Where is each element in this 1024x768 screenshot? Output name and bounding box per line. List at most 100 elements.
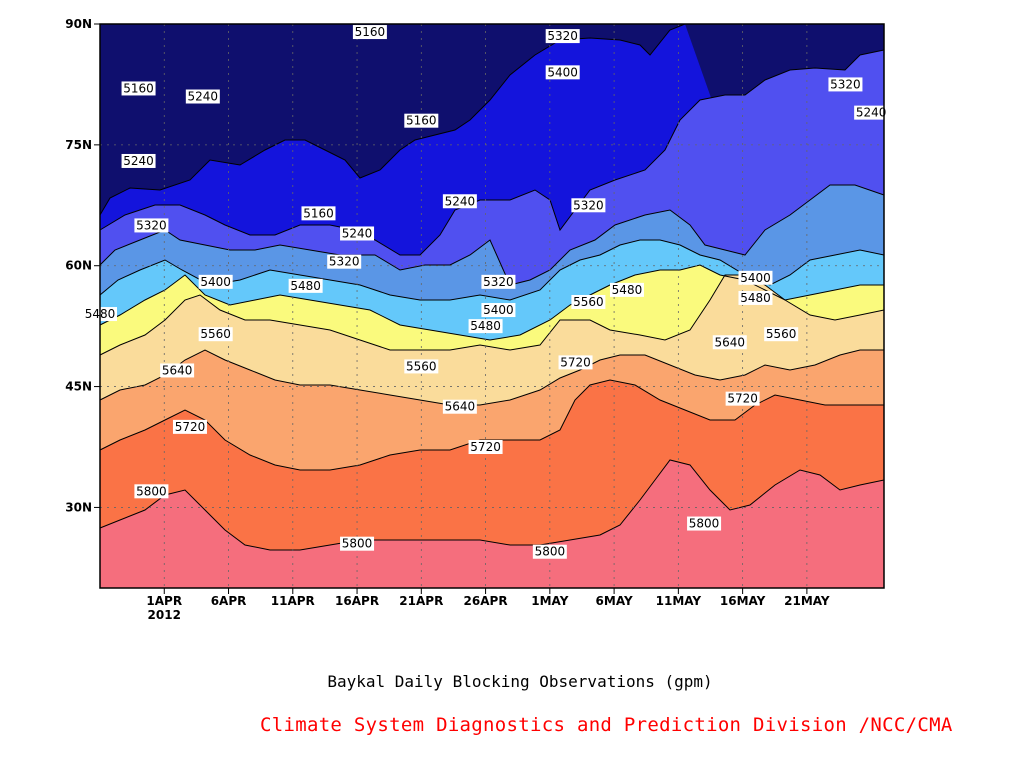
contour-label: 5400: [547, 65, 578, 79]
contour-label-bg: [340, 536, 375, 551]
y-tick-label: 45N: [65, 380, 92, 394]
contour-label: 5240: [342, 226, 373, 240]
contour-labels: 5160 5240 5160 5160 5320 5400 5320 5240 5240 5160…: [83, 25, 889, 559]
contour-label-bg: [198, 327, 233, 342]
contour-label: 5800: [342, 537, 373, 551]
contour-line: [99, 459, 885, 551]
contour-label-bg: [327, 254, 362, 269]
x-year-label: 2012: [148, 608, 181, 622]
contour-label-bg: [121, 153, 156, 168]
contour-label: 5400: [200, 275, 231, 289]
contour-label: 5400: [740, 271, 771, 285]
contour-label-bg: [609, 282, 644, 297]
contour-label-bg: [404, 113, 439, 128]
contour-label-bg: [764, 327, 799, 342]
contour-label-bg: [571, 198, 606, 213]
contour-label-bg: [468, 440, 503, 454]
contour-label: 5720: [560, 355, 591, 369]
contour-label: 5640: [162, 363, 193, 377]
contour-label-bg: [481, 303, 516, 318]
contour-label-bg: [545, 29, 580, 44]
contour-label: 5480: [740, 291, 771, 305]
contour-label: 5640: [445, 400, 476, 414]
contour-label: 5320: [329, 255, 360, 269]
contour-fills: [100, 24, 884, 588]
x-tick-label: 6MAY: [596, 594, 633, 608]
contour-label: 5560: [573, 295, 604, 309]
contour-label: 5160: [406, 114, 437, 128]
contour-label-bg: [558, 355, 593, 370]
contour-label: 5480: [612, 283, 643, 297]
contour-line: [99, 23, 686, 216]
contour-label-bg: [442, 399, 477, 414]
contour-label: 5240: [445, 194, 476, 208]
contour-label-bg: [288, 278, 323, 293]
contour-label: 5240: [188, 90, 219, 104]
contour-label-bg: [134, 218, 169, 233]
contour-label: 5720: [727, 392, 758, 406]
contour-lines: [99, 23, 885, 551]
contour-label: 5560: [766, 327, 797, 341]
contour-label-bg: [545, 65, 580, 80]
contour-label-bg: [134, 484, 169, 499]
contour-line: [99, 349, 884, 406]
contour-label-bg: [481, 274, 516, 289]
contour-label: 5320: [483, 275, 514, 289]
contour-label-bg: [854, 105, 889, 120]
x-tick-label: 11MAY: [656, 594, 702, 608]
contour-label: 5800: [535, 545, 566, 559]
contour-label: 5160: [355, 25, 386, 39]
fill-band: [100, 460, 884, 588]
contour-label: 5240: [123, 154, 154, 168]
contour-label-bg: [738, 270, 773, 285]
contour-label: 5560: [406, 359, 437, 373]
x-tick-label: 26APR: [464, 594, 508, 608]
x-tick-label: 16APR: [335, 594, 379, 608]
contour-label-bg: [738, 290, 773, 305]
plot-frame: [99, 23, 885, 589]
contour-label-bg: [687, 516, 722, 531]
contour-label: 5400: [483, 303, 514, 317]
y-tick-label: 90N: [65, 17, 92, 31]
contour-label: 5320: [830, 77, 861, 91]
contour-label: 5320: [573, 198, 604, 212]
y-tick-label: 75N: [65, 138, 92, 152]
contour-label-bg: [121, 81, 156, 96]
contour-label-bg: [571, 294, 606, 309]
contour-label: 5320: [547, 29, 578, 43]
contour-label: 5160: [123, 81, 154, 95]
contour-label-bg: [468, 319, 503, 334]
contour-label: 5640: [714, 335, 745, 349]
contour-label: 5480: [290, 279, 321, 293]
contour-line: [99, 264, 884, 341]
contour-label-bg: [828, 77, 863, 92]
x-tick-label: 6APR: [211, 594, 247, 608]
y-tick-label: 30N: [65, 500, 92, 514]
contour-line: [99, 379, 884, 471]
grid-lines: [100, 24, 884, 588]
contour-label-bg: [352, 25, 387, 40]
x-tick-label: 16MAY: [720, 594, 766, 608]
x-tick-label: 1MAY: [531, 594, 568, 608]
x-tick-label: 21MAY: [784, 594, 830, 608]
contour-label: 5560: [200, 327, 231, 341]
contour-label-bg: [442, 194, 477, 209]
contour-label-bg: [712, 335, 747, 350]
credit-line: Climate System Diagnostics and Predictio…: [260, 714, 953, 736]
contour-label-bg: [172, 419, 207, 434]
x-tick-label: 1APR: [146, 594, 182, 608]
contour-label-bg: [340, 226, 375, 241]
y-tick-label: 60N: [65, 259, 92, 273]
chart-title: Baykal Daily Blocking Observations (gpm): [327, 672, 713, 691]
contour-label: 5480: [470, 319, 501, 333]
contour-label-bg: [532, 544, 567, 559]
contour-label-bg: [404, 359, 439, 374]
contour-label: 5160: [303, 206, 334, 220]
x-tick-label: 21APR: [399, 594, 443, 608]
contour-label: 5240: [856, 106, 887, 120]
contour-label: 5720: [470, 440, 501, 454]
contour-label-bg: [160, 363, 195, 378]
contour-label-bg: [725, 391, 760, 406]
contour-label: 5800: [689, 517, 720, 531]
contour-label-bg: [198, 274, 233, 289]
